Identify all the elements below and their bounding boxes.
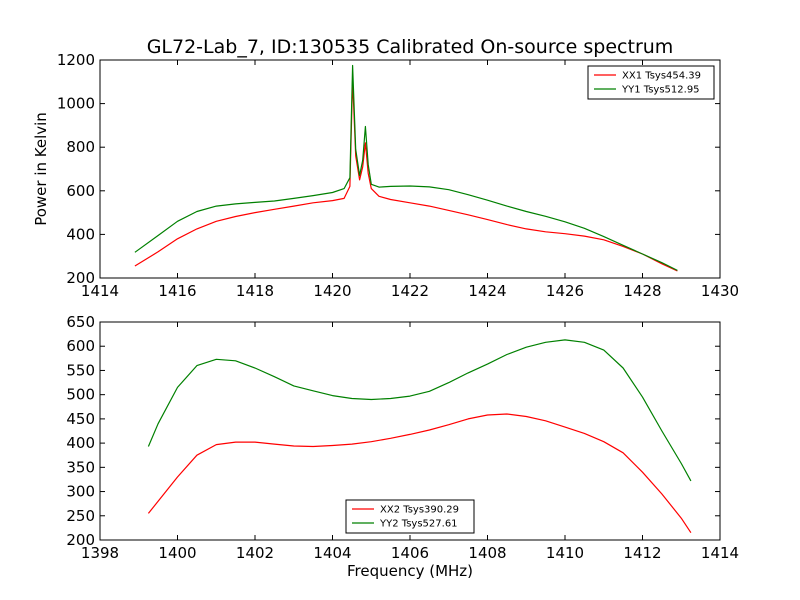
y-tick-label: 200 — [66, 269, 95, 287]
x-tick-label: 1424 — [468, 282, 506, 300]
top-plot: 1414 1416 1418 1420 1422 1424 1426 1428 1430 200 4… — [32, 51, 739, 300]
y-tick-label: 250 — [66, 507, 95, 525]
legend-label: YY1 Tsys512.95 — [621, 85, 700, 96]
y-tick-label: 450 — [66, 410, 95, 428]
x-tick-label: 1402 — [236, 544, 274, 562]
x-tick-label: 1426 — [546, 282, 584, 300]
y-tick-label: 400 — [66, 225, 95, 243]
legend-box — [587, 65, 715, 100]
y-axis-label: Power in Kelvin — [32, 112, 50, 226]
chart-title: GL72-Lab_7, ID:130535 Calibrated On-sour… — [147, 36, 674, 58]
x-tick-label: 1414 — [81, 282, 119, 300]
legend-label: YY2 Tsys527.61 — [379, 519, 458, 530]
x-tick-label: 1430 — [701, 282, 739, 300]
x-tick-label: 1410 — [546, 544, 584, 562]
y-tick-label: 600 — [66, 337, 95, 355]
series-line-2-2 — [147, 339, 692, 482]
x-axis-label: Frequency (MHz) — [347, 562, 473, 580]
series-line-2-1 — [147, 413, 692, 534]
legend-box — [345, 499, 475, 534]
y-tick-label: 800 — [66, 138, 95, 156]
y-tick-label: 1200 — [57, 51, 95, 69]
x-tick-label: 1406 — [391, 544, 429, 562]
x-tick-label: 1404 — [313, 544, 351, 562]
y-tick-label: 200 — [66, 531, 95, 549]
x-tick-label: 1428 — [623, 282, 661, 300]
y-tick-label: 550 — [66, 361, 95, 379]
legend: XX2 Tsys390.29 YY2 Tsys527.61 — [345, 499, 475, 534]
x-tick-label: 1400 — [158, 544, 196, 562]
legend-label: XX1 Tsys454.39 — [622, 71, 701, 82]
series-line-1-1 — [134, 78, 678, 272]
y-tick-label: 400 — [66, 434, 95, 452]
x-tick-label: 1414 — [701, 544, 739, 562]
legend-label: XX2 Tsys390.29 — [380, 505, 459, 516]
x-tick-label: 1418 — [236, 282, 274, 300]
x-tick-label: 1422 — [391, 282, 429, 300]
x-tick-label: 1412 — [623, 544, 661, 562]
x-tick-label: 1398 — [81, 544, 119, 562]
y-tick-label: 350 — [66, 458, 95, 476]
y-tick-label: 600 — [66, 182, 95, 200]
x-tick-label: 1416 — [158, 282, 196, 300]
y-tick-label: 300 — [66, 483, 95, 501]
y-tick-label: 650 — [66, 313, 95, 331]
x-tick-label: 1420 — [313, 282, 351, 300]
y-tick-label: 1000 — [57, 95, 95, 113]
x-tick-label: 1408 — [468, 544, 506, 562]
series-line-1-2 — [134, 64, 678, 271]
bottom-plot: 1398 1400 1402 1404 1406 1408 1410 1412 1414 200 2… — [66, 313, 739, 580]
y-tick-label: 500 — [66, 386, 95, 404]
legend: XX1 Tsys454.39 YY1 Tsys512.95 — [587, 65, 715, 100]
